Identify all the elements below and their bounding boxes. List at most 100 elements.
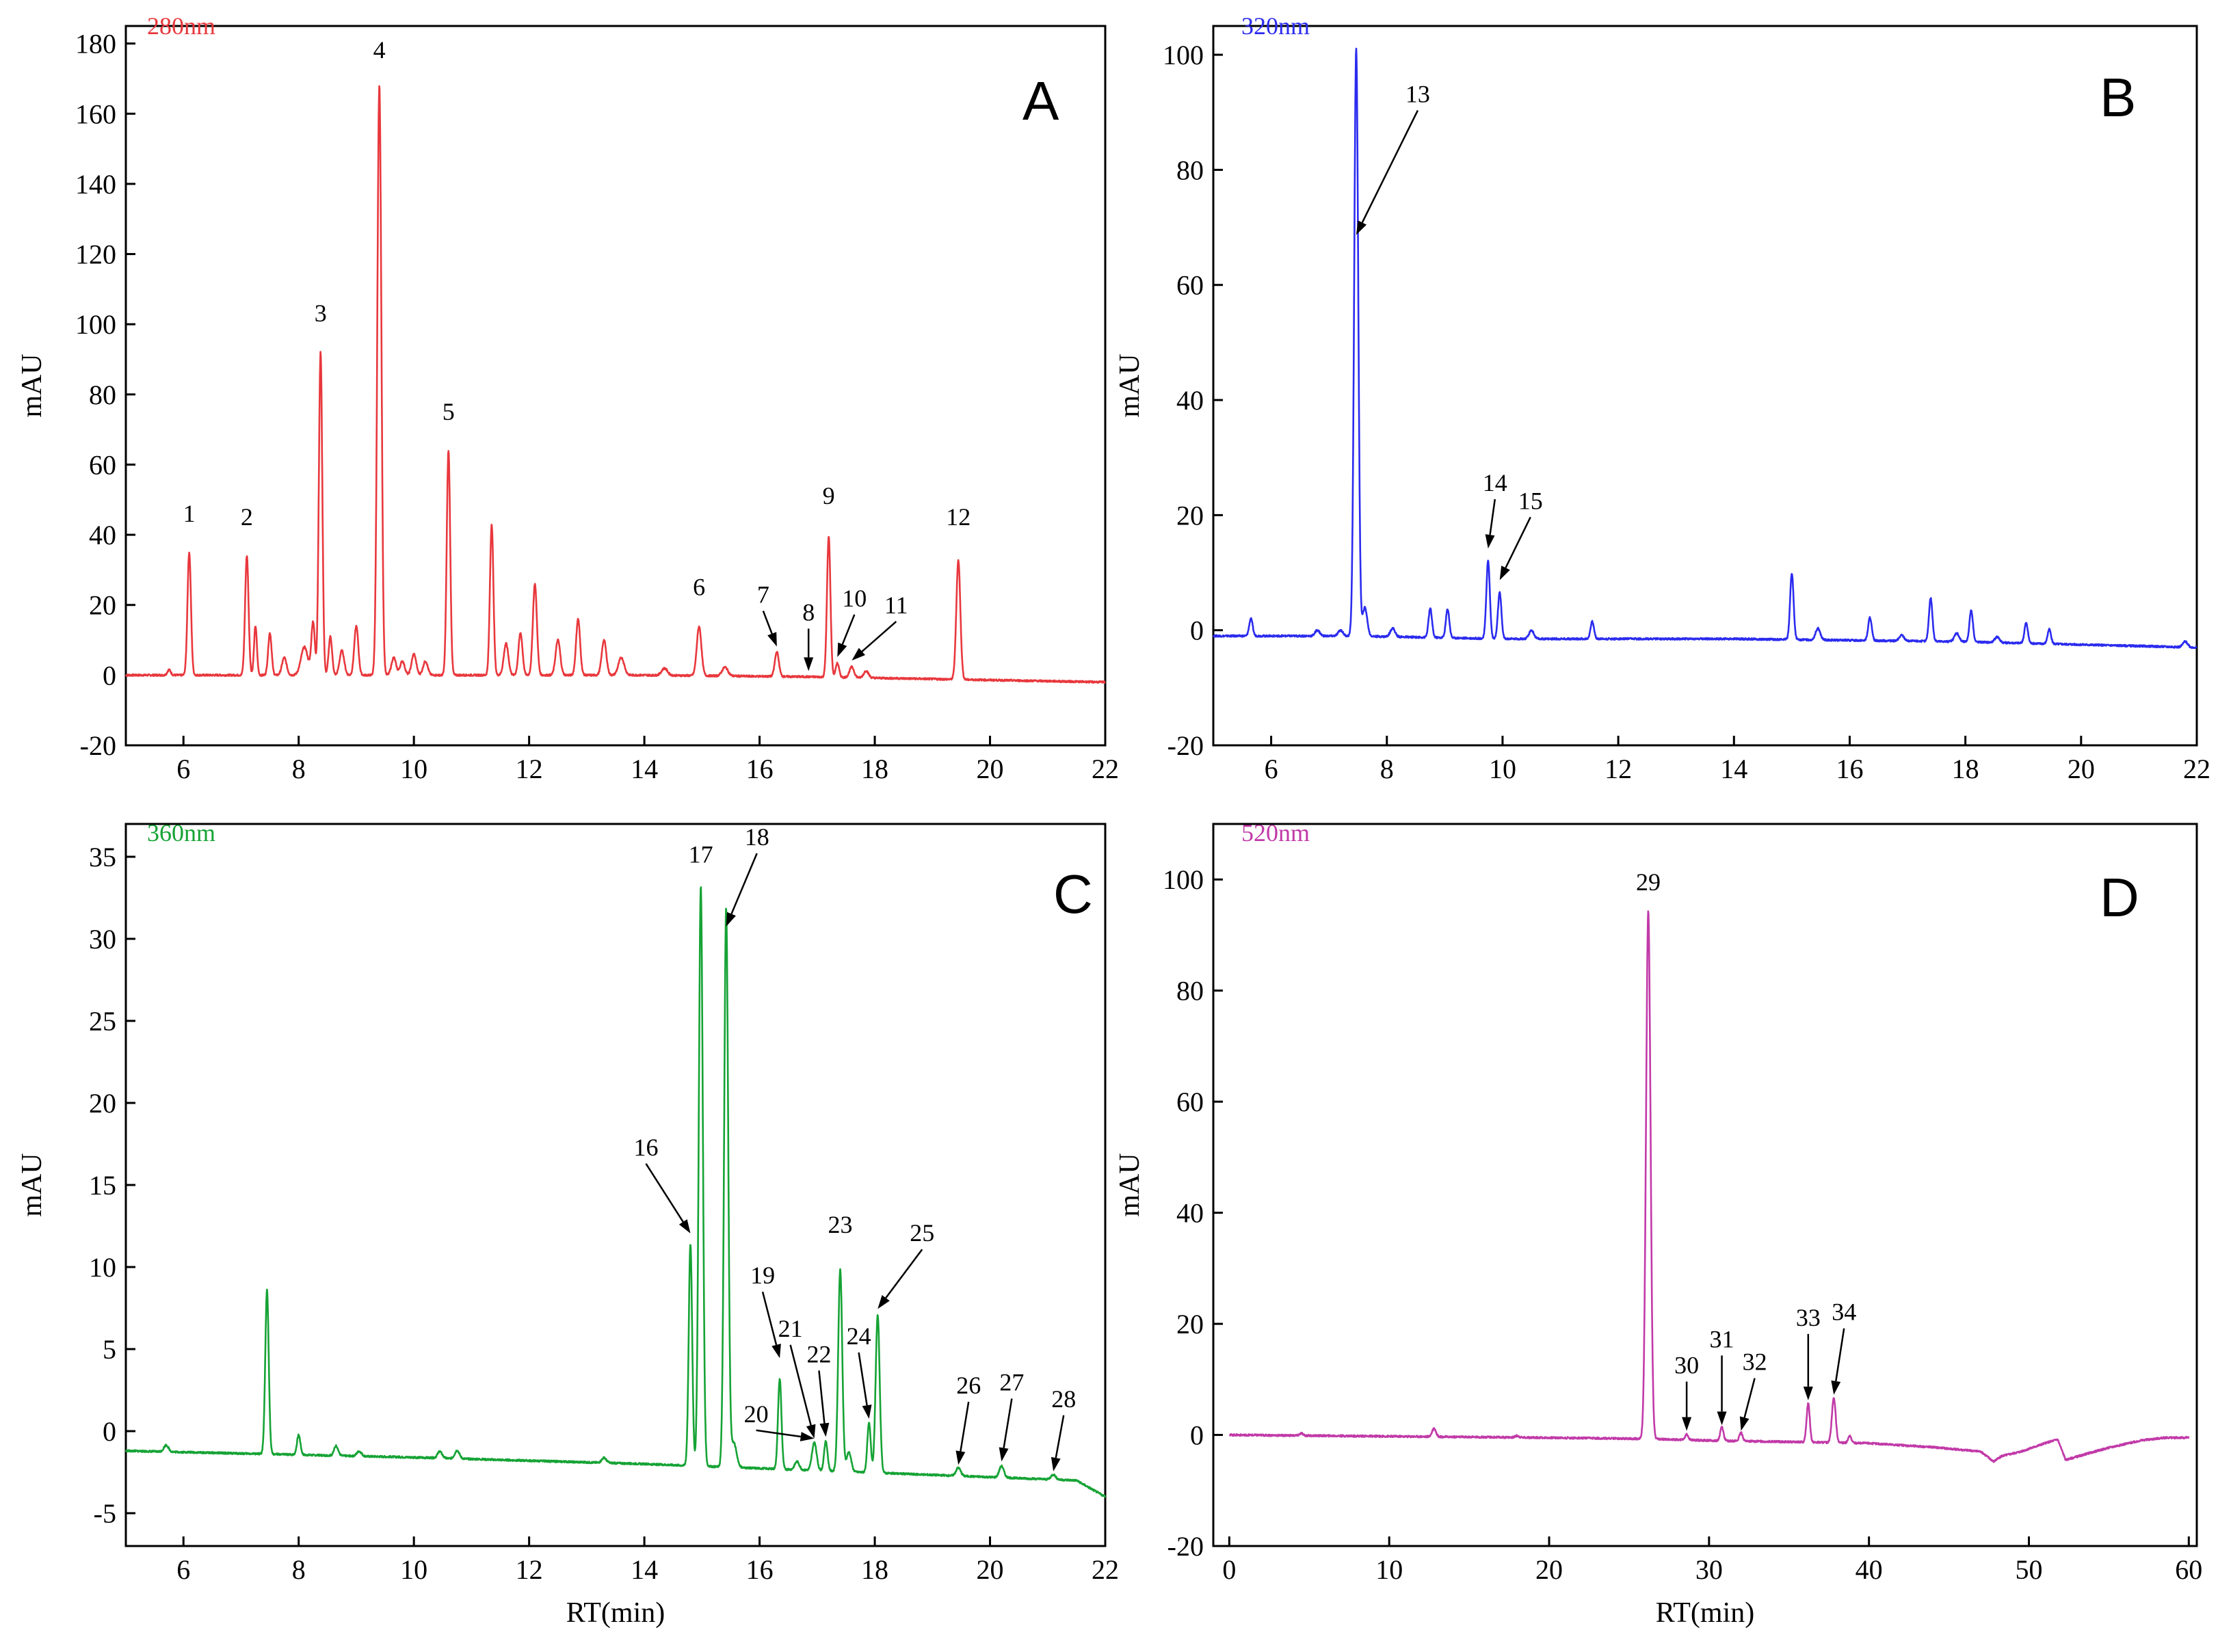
peak-2-label: 2 bbox=[241, 503, 253, 531]
panel-c-y-tick-label: 30 bbox=[89, 924, 116, 955]
peak-18-label: 18 bbox=[745, 823, 769, 851]
panel-a-y-tick-label: 180 bbox=[75, 29, 116, 59]
panel-b-chromatogram-trace bbox=[1212, 47, 2197, 650]
panel-c-x-tick-label: 8 bbox=[292, 1554, 306, 1585]
panel-c-x-tick-label: 18 bbox=[861, 1554, 888, 1585]
peak-27-label: 27 bbox=[999, 1368, 1024, 1396]
panel-c-x-tick-label: 16 bbox=[746, 1554, 774, 1585]
panel-b-x-tick-label: 22 bbox=[2183, 754, 2210, 784]
panel-a-x-tick-label: 12 bbox=[516, 754, 543, 784]
panel-d-plot-area bbox=[1212, 823, 2198, 1547]
peak-22-arrow-line bbox=[818, 1370, 826, 1424]
peak-34-arrow-line bbox=[1835, 1328, 1845, 1382]
panel-c-x-axis-label: RT(min) bbox=[566, 1597, 665, 1629]
peak-13-arrow-line bbox=[1361, 109, 1419, 224]
peak-29-label: 29 bbox=[1636, 868, 1661, 896]
panel-d-y-axis-label: mAU bbox=[1114, 1153, 1146, 1216]
panel-a-chromatogram-trace bbox=[125, 85, 1106, 684]
peak-25-arrow-line bbox=[885, 1249, 923, 1298]
panel-b-x-tick-label: 8 bbox=[1380, 754, 1394, 784]
panel-b-y-tick-label: 0 bbox=[1190, 615, 1204, 646]
panel-c-y-tick-label: 15 bbox=[89, 1170, 116, 1201]
panel-d-y-tick-label: 80 bbox=[1176, 976, 1204, 1007]
peak-7-arrow-line bbox=[762, 610, 773, 635]
peak-16-arrow-line bbox=[645, 1163, 684, 1223]
panel-a-y-tick-label: -20 bbox=[80, 730, 116, 761]
peak-20-arrow-line bbox=[756, 1429, 801, 1438]
peak-22-label: 22 bbox=[806, 1340, 831, 1368]
panel-a-plot-area bbox=[124, 25, 1107, 747]
panel-b-x-tick-label: 16 bbox=[1836, 754, 1863, 784]
panel-a-y-tick-label: 80 bbox=[89, 379, 116, 410]
peak-15-arrow-line bbox=[1505, 516, 1531, 568]
panel-b-y-tick-label: 80 bbox=[1176, 155, 1204, 185]
panel-a-y-axis-label: mAU bbox=[16, 354, 48, 417]
panel-c: 360nm C mAU RT(min) 6 8 10 12 14 16 18 20 22 -5 0 5… bbox=[16, 819, 1119, 1629]
panel-c-chromatogram-trace bbox=[124, 886, 1107, 1498]
peak-7-label: 7 bbox=[757, 581, 769, 608]
peak-18-arrow-line bbox=[730, 853, 758, 915]
peak-11-arrowhead bbox=[851, 648, 866, 661]
peak-16-arrowhead bbox=[678, 1219, 691, 1234]
panel-d-x-tick-label: 50 bbox=[2015, 1554, 2042, 1585]
peak-20-label: 20 bbox=[744, 1400, 769, 1428]
peak-10-label: 10 bbox=[842, 585, 867, 612]
peak-1-label: 1 bbox=[183, 500, 196, 527]
panel-a: 280nm A mAU 6 8 10 12 14 16 18 20 22-20020406080… bbox=[16, 12, 1119, 784]
panel-d-x-tick-label: 10 bbox=[1375, 1554, 1403, 1585]
panel-a-y-tick-label: 160 bbox=[75, 98, 116, 129]
peak-28-arrow-line bbox=[1055, 1415, 1065, 1458]
peak-8-label: 8 bbox=[802, 598, 815, 626]
panel-c-x-tick-label: 22 bbox=[1092, 1554, 1119, 1585]
panel-d-x-tick-label: 30 bbox=[1695, 1554, 1723, 1585]
panel-c-x-tick-label: 14 bbox=[631, 1554, 658, 1585]
peak-25-label: 25 bbox=[910, 1219, 934, 1247]
panel-d-y-tick-label: 40 bbox=[1176, 1198, 1204, 1229]
peak-33-label: 33 bbox=[1796, 1304, 1821, 1331]
panel-d-y-tick-label: 60 bbox=[1176, 1087, 1204, 1117]
panel-a-y-tick-label: 120 bbox=[75, 239, 116, 270]
peak-8-arrowhead bbox=[804, 657, 814, 671]
panel-b-x-tick-label: 18 bbox=[1952, 754, 1979, 784]
panel-a-x-tick-label: 18 bbox=[861, 754, 888, 784]
peak-14-arrowhead bbox=[1485, 534, 1495, 549]
peak-34-arrowhead bbox=[1831, 1380, 1841, 1395]
panel-a-y-tick-label: 20 bbox=[89, 590, 116, 621]
panel-c-x-tick-label: 12 bbox=[516, 1554, 543, 1585]
panel-b-x-tick-label: 12 bbox=[1605, 754, 1632, 784]
peak-10-arrowhead bbox=[837, 642, 847, 657]
panel-a-letter: A bbox=[1022, 70, 1059, 131]
panel-d-letter: D bbox=[2100, 867, 2139, 928]
panel-c-y-axis-label: mAU bbox=[16, 1153, 48, 1216]
peak-24-arrow-line bbox=[858, 1352, 868, 1406]
peak-15-label: 15 bbox=[1518, 487, 1543, 514]
panel-b: 320nm B mAU 6 8 10 12 14 16 18 20 22 -20 0 20 40 60 80… bbox=[1114, 12, 2210, 784]
peak-13-label: 13 bbox=[1405, 80, 1430, 107]
peak-7-arrowhead bbox=[767, 632, 777, 647]
peak-13-arrowhead bbox=[1356, 220, 1367, 235]
panel-a-y-tick-label: 0 bbox=[103, 660, 116, 691]
peak-21-label: 21 bbox=[778, 1315, 803, 1342]
panel-a-x-tick-label: 16 bbox=[746, 754, 774, 784]
panel-c-wavelength-label: 360nm bbox=[147, 819, 215, 847]
panel-d-x-tick-label: 40 bbox=[1856, 1554, 1883, 1585]
panel-a-x-tick-label: 6 bbox=[176, 754, 190, 784]
panel-d-x-tick-label: 0 bbox=[1222, 1554, 1236, 1585]
panel-c-letter: C bbox=[1053, 864, 1093, 924]
panel-b-y-tick-label: 100 bbox=[1163, 40, 1204, 70]
peak-31-arrowhead bbox=[1717, 1411, 1727, 1426]
panel-b-y-tick-label: -20 bbox=[1167, 730, 1204, 761]
peak-21-arrowhead bbox=[806, 1424, 816, 1439]
peak-25-arrowhead bbox=[877, 1294, 890, 1309]
panel-c-y-tick-label: 5 bbox=[103, 1334, 116, 1365]
panel-a-x-tick-label: 8 bbox=[292, 754, 306, 784]
panel-d-x-tick-label: 60 bbox=[2175, 1554, 2202, 1585]
panel-c-y-tick-label: -5 bbox=[94, 1498, 116, 1529]
peak-23-label: 23 bbox=[828, 1211, 853, 1238]
panel-d-chromatogram-trace bbox=[1228, 910, 2190, 1463]
panel-c-y-tick-label: 25 bbox=[89, 1006, 116, 1037]
peak-16-label: 16 bbox=[634, 1134, 659, 1161]
panel-c-y-tick-label: 20 bbox=[89, 1088, 116, 1119]
panel-b-x-tick-label: 10 bbox=[1489, 754, 1516, 784]
panel-b-letter: B bbox=[2100, 67, 2136, 128]
